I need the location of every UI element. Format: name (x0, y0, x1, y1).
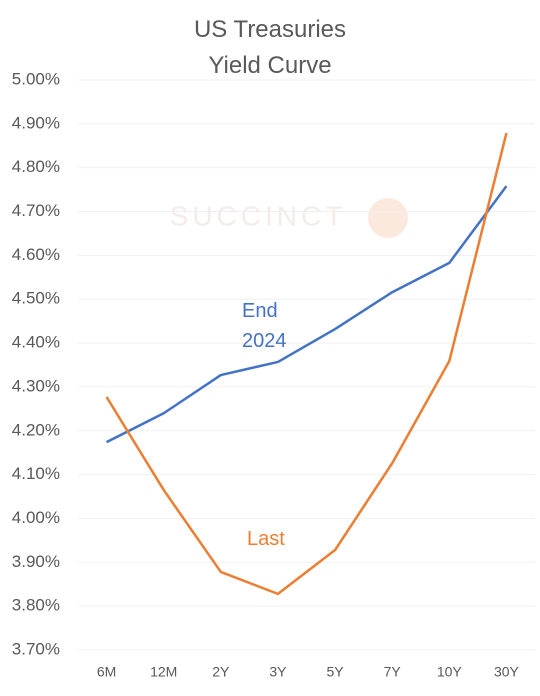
y-tick-label: 4.00% (12, 508, 60, 527)
y-tick-label: 4.60% (12, 245, 60, 264)
y-tick-label: 4.10% (12, 464, 60, 483)
x-tick-label: 30Y (494, 664, 520, 680)
y-tick-label: 4.50% (12, 289, 60, 308)
y-tick-label: 4.40% (12, 333, 60, 352)
watermark-logo (368, 198, 408, 238)
y-tick-label: 4.90% (12, 113, 60, 132)
chart-title: US Treasuries Yield Curve (193, 16, 347, 79)
line-series (105, 132, 508, 596)
line-series (105, 185, 508, 444)
series-label: Last (247, 528, 285, 550)
watermark: SUCCINCT (170, 200, 347, 231)
y-tick-label: 4.70% (12, 201, 60, 220)
y-tick-label: 3.70% (12, 639, 60, 658)
x-tick-label: 6M (97, 664, 116, 680)
x-tick-label: 7Y (384, 664, 402, 680)
y-tick-label: 3.80% (12, 596, 60, 615)
x-tick-label: 12M (150, 664, 177, 680)
x-tick-label: 5Y (327, 664, 345, 680)
x-tick-label: 2Y (212, 664, 230, 680)
x-tick-label: 10Y (437, 664, 463, 680)
y-tick-label: 4.30% (12, 376, 60, 395)
series-label: End 2024 (242, 300, 287, 352)
y-tick-label: 5.00% (12, 69, 60, 88)
x-tick-label: 3Y (269, 664, 287, 680)
y-tick-label: 4.20% (12, 420, 60, 439)
y-tick-label: 4.80% (12, 157, 60, 176)
y-tick-label: 3.90% (12, 552, 60, 571)
